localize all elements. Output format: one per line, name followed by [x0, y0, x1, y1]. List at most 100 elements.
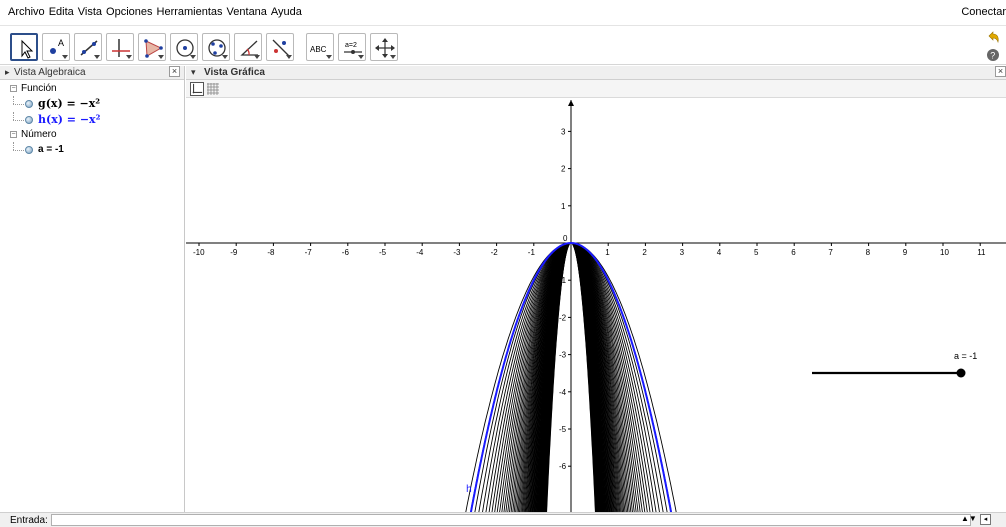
category-function[interactable]: − Función — [0, 82, 185, 96]
slider-a[interactable]: a = -1 — [812, 351, 977, 378]
tool-angle[interactable] — [234, 33, 262, 61]
function-h-curve[interactable] — [469, 242, 673, 512]
x-tick-label: -3 — [453, 248, 461, 257]
y-tick-label: 3 — [561, 127, 566, 136]
close-icon[interactable]: × — [169, 66, 180, 77]
algebra-tree: − Función g(x) = −x² h(x) = −x² − Número… — [0, 82, 185, 158]
connect-link[interactable]: Conectar — [961, 6, 1006, 18]
virtual-keyboard-icon[interactable]: ◂ — [980, 514, 991, 525]
algebra-item-a[interactable]: a = -1 — [0, 142, 185, 158]
y-axis-arrow — [568, 100, 574, 106]
tool-menu-arrow — [62, 55, 68, 59]
slider-a-label: a = -1 — [954, 351, 977, 361]
visibility-toggle-icon[interactable] — [25, 116, 33, 124]
tool-move[interactable] — [10, 33, 38, 61]
slider-icon-label: a=2 — [345, 42, 357, 49]
x-tick-label: -8 — [267, 248, 275, 257]
text-icon: ABC — [310, 45, 327, 54]
collapse-arrow-icon[interactable]: ▸ — [5, 67, 10, 77]
graphics-view-title: Vista Gráfica — [204, 67, 265, 78]
circle-center-point-icon — [176, 39, 194, 57]
tool-text[interactable]: ABC — [306, 33, 334, 61]
perpendicular-line-icon — [112, 39, 130, 57]
menu-vista[interactable]: Vista — [77, 6, 103, 18]
collapse-minus-icon[interactable]: − — [10, 85, 17, 92]
collapse-arrow-icon[interactable]: ▾ — [191, 67, 196, 77]
menu-herramientas[interactable]: Herramientas — [156, 6, 223, 18]
tool-menu-arrow — [326, 55, 332, 59]
menu-ayuda[interactable]: Ayuda — [270, 6, 302, 18]
y-tick-label: 2 — [561, 165, 566, 174]
tool-menu-arrow — [358, 55, 364, 59]
x-tick-label: 3 — [680, 248, 685, 257]
tool-perpendicular[interactable] — [106, 33, 134, 61]
visibility-toggle-icon[interactable] — [25, 146, 33, 154]
x-tick-label: -4 — [416, 248, 424, 257]
undo-icon[interactable] — [986, 30, 1000, 44]
move-graphics-view-icon — [375, 38, 395, 58]
algebra-item-g[interactable]: g(x) = −x² — [0, 96, 185, 112]
reflect-icon — [272, 39, 290, 57]
point-icon-label: A — [58, 38, 64, 48]
help-icon[interactable]: ? — [986, 48, 1000, 62]
x-tick-label: -9 — [230, 248, 238, 257]
circle-three-points-icon — [208, 39, 226, 57]
x-tick-label: -5 — [379, 248, 387, 257]
menu-edita[interactable]: Edita — [48, 6, 74, 18]
tool-polygon[interactable] — [138, 33, 166, 61]
menu-archivo[interactable]: Archivo — [8, 6, 45, 18]
x-tick-label: -1 — [528, 248, 536, 257]
graphics-view-header: ▾ Vista Gráfica × — [186, 66, 1006, 80]
tool-circle-three[interactable] — [202, 33, 230, 61]
close-icon[interactable]: × — [995, 66, 1006, 77]
tool-slider[interactable]: a=2 — [338, 33, 366, 61]
y-tick-label: -5 — [559, 425, 567, 434]
visibility-toggle-icon[interactable] — [25, 100, 33, 108]
tool-line[interactable] — [74, 33, 102, 61]
y-tick-label: 1 — [561, 202, 566, 211]
move-pointer-icon — [21, 39, 34, 59]
category-number[interactable]: − Número — [0, 128, 185, 142]
algebra-item-h[interactable]: h(x) = −x² — [0, 112, 185, 128]
algebra-expression: g(x) = −x² — [38, 97, 101, 110]
x-tick-label: 8 — [866, 248, 871, 257]
x-tick-label: 7 — [828, 248, 833, 257]
category-label: Función — [21, 83, 57, 94]
menu-bar: Archivo Edita Vista Opciones Herramienta… — [0, 0, 1006, 26]
text-icon-label: ABC — [310, 45, 327, 54]
menu-list: Archivo Edita Vista Opciones Herramienta… — [6, 6, 304, 18]
menu-opciones[interactable]: Opciones — [106, 6, 153, 18]
x-tick-label: 6 — [791, 248, 796, 257]
tool-move-view[interactable] — [370, 33, 398, 61]
x-tick-label: 10 — [940, 248, 949, 257]
x-tick-label: 11 — [977, 248, 986, 257]
graphics-canvas[interactable]: -10 -9 -8 -7 -6 -5 -4 -3 -2 -1 1 2 3 4 5 6 7 8 9 10 11 3 2 1 -1 -… — [186, 100, 1006, 512]
function-h-label: h — [466, 484, 472, 495]
tool-point[interactable]: A — [42, 33, 70, 61]
tool-menu-arrow — [158, 55, 164, 59]
polygon-icon — [144, 39, 163, 58]
show-grid-icon[interactable] — [207, 83, 219, 95]
input-bar: Entrada: ▲▼ ◂ — [0, 512, 1006, 527]
tool-menu-arrow — [126, 55, 132, 59]
point-icon: A — [50, 38, 64, 54]
slider-knob[interactable] — [956, 368, 966, 378]
algebra-expression: h(x) = −x² — [38, 113, 101, 126]
input-history-arrows-icon[interactable]: ▲▼ — [961, 514, 977, 523]
x-tick-label: 4 — [717, 248, 722, 257]
tool-reflect[interactable] — [266, 33, 294, 61]
menu-ventana[interactable]: Ventana — [226, 6, 267, 18]
toolbar: A ABC a=2 ? — [0, 27, 1006, 65]
axis-labels: -10 -9 -8 -7 -6 -5 -4 -3 -2 -1 1 2 3 4 5 6 7 8 9 10 11 3 2 1 -1 -… — [193, 127, 986, 471]
show-axes-icon[interactable] — [190, 82, 204, 96]
axes — [186, 100, 1006, 512]
y-tick-label: -3 — [559, 351, 567, 360]
tool-circle[interactable] — [170, 33, 198, 61]
collapse-minus-icon[interactable]: − — [10, 131, 17, 138]
line-icon — [80, 40, 98, 56]
input-field[interactable] — [51, 514, 971, 526]
x-tick-label: 2 — [642, 248, 647, 257]
tool-menu-arrow — [254, 55, 260, 59]
graphics-view: ▾ Vista Gráfica × -10 -9 -8 -7 -6 -5 -4 -3 -2 -1 1… — [186, 66, 1006, 512]
algebra-view-header: ▸ Vista Algebraica × — [0, 66, 184, 80]
